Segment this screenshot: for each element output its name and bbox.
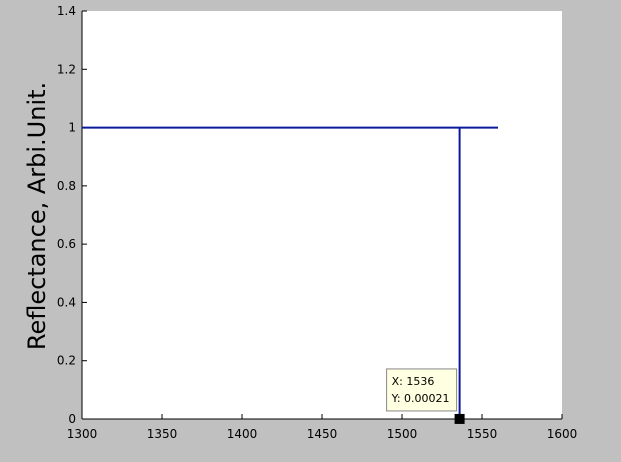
x-tick-label: 1350 xyxy=(147,427,178,441)
y-tick-label: 1.4 xyxy=(57,4,76,18)
y-tick-label: 0.2 xyxy=(57,354,76,368)
x-axis-ticks: 1300 1350 1400 1450 1500 1550 1600 xyxy=(67,414,578,441)
plot-area xyxy=(82,11,562,419)
y-tick-label: 0.6 xyxy=(57,237,76,251)
datatip-y-text: Y: 0.00021 xyxy=(391,392,450,405)
series-line xyxy=(82,126,498,419)
x-tick-label: 1300 xyxy=(67,427,98,441)
datatip[interactable]: X: 1536 Y: 0.00021 xyxy=(386,368,465,424)
x-tick-label: 1600 xyxy=(547,427,578,441)
x-tick-label: 1450 xyxy=(307,427,338,441)
y-tick-label: 0 xyxy=(68,412,76,426)
x-tick-label: 1500 xyxy=(387,427,418,441)
x-tick-label: 1400 xyxy=(227,427,258,441)
datatip-x-text: X: 1536 xyxy=(392,375,435,388)
y-tick-label: 0.4 xyxy=(57,295,76,309)
y-tick-label: 0.8 xyxy=(57,179,76,193)
datatip-box[interactable] xyxy=(386,368,458,412)
y-tick-label: 1 xyxy=(68,121,76,135)
y-axis-label: Reflectance, Arbi.Unit. xyxy=(23,82,51,350)
y-tick-label: 1.2 xyxy=(57,62,76,76)
y-axis-ticks: 0 0.2 0.4 0.6 0.8 1 1.2 1.4 xyxy=(57,4,87,426)
x-tick-label: 1550 xyxy=(467,427,498,441)
datatip-marker[interactable] xyxy=(454,413,465,424)
